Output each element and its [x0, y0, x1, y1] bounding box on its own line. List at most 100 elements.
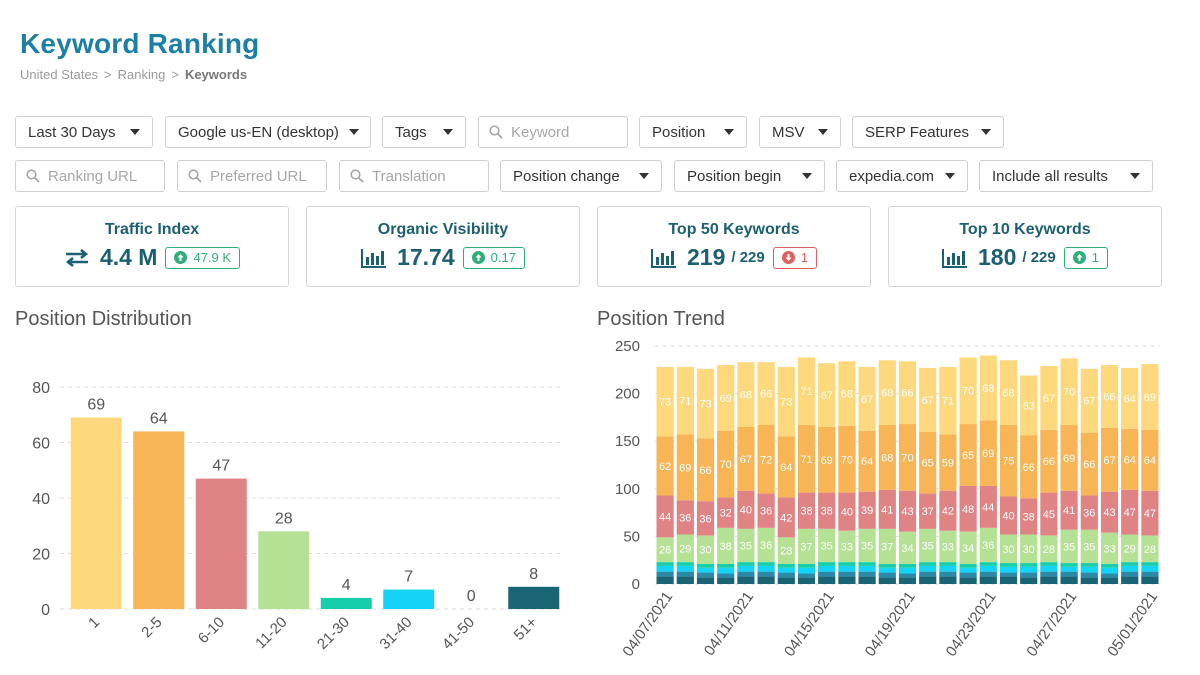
breadcrumb-item-ranking[interactable]: Ranking	[117, 67, 166, 82]
position-dropdown[interactable]: Position	[639, 116, 747, 148]
breadcrumb-item-country[interactable]: United States	[20, 67, 99, 82]
stack-segment	[999, 360, 1018, 426]
stack-segment	[737, 562, 755, 566]
date-range-dropdown[interactable]: Last 30 Days	[15, 116, 153, 148]
dropdown-label: Google us-EN (desktop)	[178, 123, 339, 141]
segment-label: 63	[1023, 401, 1035, 413]
bar-chart-icon	[942, 248, 968, 268]
stack-segment	[717, 564, 735, 568]
segment-label: 36	[1083, 508, 1095, 520]
x-tick-label: 04/19/2021	[862, 589, 919, 660]
segment-label: 67	[922, 395, 934, 407]
position-change-dropdown[interactable]: Position change	[500, 160, 662, 192]
stack-segment	[1020, 375, 1038, 436]
segment-label: 43	[1103, 507, 1115, 519]
stack-segment	[919, 367, 937, 432]
kpi-value: 219	[687, 244, 726, 270]
stack-segment	[898, 361, 917, 425]
stack-segment	[676, 534, 694, 563]
segment-label: 44	[659, 511, 671, 523]
stack-segment	[1060, 490, 1078, 530]
preferred-url-search-input[interactable]: Preferred URL	[177, 160, 327, 192]
stack-segment	[1080, 368, 1098, 433]
stack-segment	[818, 426, 836, 493]
stack-segment	[777, 436, 795, 498]
segment-label: 35	[1083, 541, 1095, 553]
segment-label: 69	[982, 448, 994, 460]
results-filter-dropdown[interactable]: Include all results	[979, 160, 1153, 192]
segment-label: 68	[982, 383, 994, 395]
position-begin-dropdown[interactable]: Position begin	[674, 160, 825, 192]
segment-label: 64	[1124, 454, 1136, 466]
segment-label: 73	[659, 397, 671, 409]
stack-segment	[959, 485, 977, 532]
bar	[383, 589, 435, 609]
segment-label: 36	[982, 540, 994, 552]
search-engine-dropdown[interactable]: Google us-EN (desktop)	[165, 116, 371, 148]
ranking-url-search-input[interactable]: Ranking URL	[15, 160, 165, 192]
segment-label: 66	[760, 389, 772, 401]
arrow-up-icon	[1072, 251, 1086, 264]
data-label: 69	[87, 397, 105, 414]
x-tick-label: 21-30	[314, 614, 353, 653]
bar-chart-icon	[361, 248, 387, 268]
stack-segment	[757, 565, 775, 572]
stack-segment	[898, 567, 917, 574]
stack-segment	[959, 577, 977, 584]
stack-segment	[757, 362, 775, 426]
stack-segment	[919, 562, 937, 566]
stack-segment	[1060, 563, 1078, 567]
segment-label: 28	[1043, 544, 1055, 556]
stack-segment	[1100, 365, 1119, 428]
dropdown-label: Include all results	[992, 167, 1108, 185]
stack-segment	[858, 366, 876, 431]
y-tick-label: 0	[41, 602, 50, 619]
change-value: 1	[1091, 250, 1099, 265]
msv-dropdown[interactable]: MSV	[759, 116, 841, 148]
stack-segment	[757, 493, 775, 528]
stack-segment	[1020, 563, 1038, 567]
input-placeholder: Keyword	[511, 123, 570, 141]
stack-segment	[777, 366, 795, 437]
caret-down-icon	[639, 173, 649, 179]
stack-segment	[818, 528, 836, 563]
domain-dropdown[interactable]: expedia.com	[836, 160, 968, 192]
stack-segment	[737, 571, 755, 577]
segment-label: 36	[679, 512, 691, 524]
bar	[133, 431, 185, 609]
stack-segment	[858, 562, 876, 566]
stack-segment	[1121, 571, 1139, 577]
stack-segment	[737, 528, 755, 563]
segment-label: 70	[962, 386, 974, 398]
dropdown-label: Position change	[513, 167, 620, 185]
segment-label: 33	[841, 541, 853, 553]
input-placeholder: Preferred URL	[210, 167, 307, 185]
stack-segment	[696, 535, 715, 565]
segment-label: 34	[901, 543, 913, 555]
stack-segment	[656, 537, 674, 563]
caret-down-icon	[348, 129, 359, 135]
stack-segment	[737, 362, 755, 427]
stack-segment	[717, 430, 735, 498]
stack-segment	[656, 495, 674, 538]
segment-label: 30	[699, 545, 711, 557]
stack-segment	[696, 438, 715, 502]
stack-segment	[979, 576, 997, 584]
stack-segment	[999, 425, 1018, 497]
segment-label: 34	[962, 543, 974, 555]
tags-dropdown[interactable]: Tags	[382, 116, 466, 148]
keyword-search-input[interactable]: Keyword	[478, 116, 628, 148]
segment-label: 30	[1002, 544, 1014, 556]
segment-label: 66	[1043, 456, 1055, 468]
stack-segment	[676, 576, 694, 584]
bar	[195, 478, 247, 609]
stack-segment	[1020, 498, 1038, 535]
translation-search-input[interactable]: Translation	[339, 160, 489, 192]
stack-segment	[696, 577, 715, 584]
serp-features-dropdown[interactable]: SERP Features	[852, 116, 1004, 148]
breadcrumb-separator: >	[171, 67, 179, 82]
segment-label: 29	[1124, 543, 1136, 555]
kpi-total: / 229	[1022, 249, 1056, 266]
stack-segment	[757, 425, 775, 494]
stack-segment	[1100, 491, 1119, 533]
